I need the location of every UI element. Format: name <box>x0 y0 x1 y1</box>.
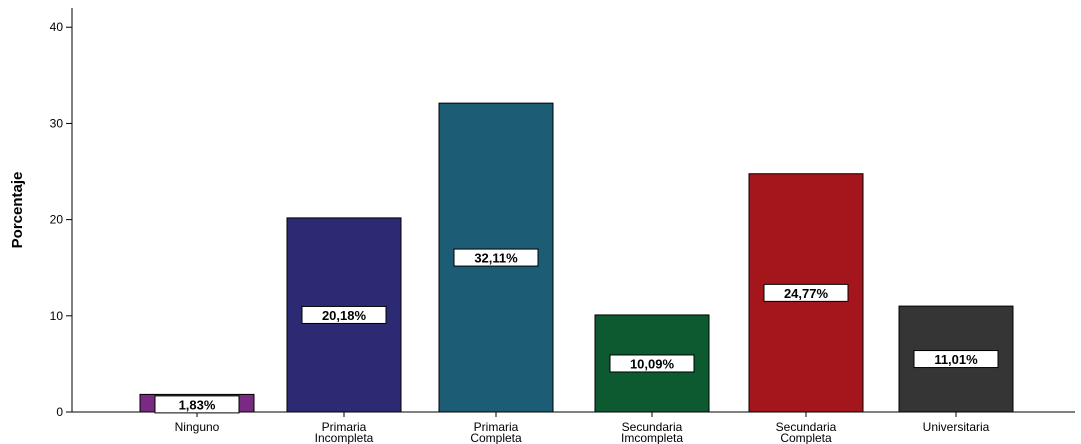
data-label: 24,77% <box>763 283 849 302</box>
y-tick-label: 10 <box>50 309 64 323</box>
data-label-text: 24,77% <box>784 286 829 301</box>
category-label: Universitaria <box>923 420 990 434</box>
data-label: 20,18% <box>301 305 387 324</box>
data-label-text: 1,83% <box>179 397 216 412</box>
data-label-text: 20,18% <box>322 308 367 323</box>
data-label-text: 10,09% <box>630 356 675 371</box>
data-label: 11,01% <box>913 350 999 369</box>
data-labels: 1,83% 20,18% 32,11% 10,09% 24,77% 11,01% <box>154 248 999 414</box>
y-ticks: 0 10 20 30 40 <box>50 20 72 419</box>
category-labels: Ninguno Primaria Incompleta Primaria Complet… <box>175 412 990 444</box>
data-label: 32,11% <box>453 248 539 267</box>
category-label: Primaria Completa <box>470 420 522 444</box>
data-label: 10,09% <box>609 354 695 373</box>
data-label-text: 32,11% <box>474 251 518 266</box>
category-label: Primaria Incompleta <box>315 420 374 444</box>
y-tick-label: 20 <box>50 213 64 227</box>
y-tick-label: 40 <box>50 20 64 34</box>
data-label: 1,83% <box>154 395 240 414</box>
category-label: Secundaria Imcompleta <box>621 420 683 444</box>
data-label-text: 11,01% <box>934 352 978 367</box>
category-label: Ninguno <box>175 420 220 434</box>
bars <box>139 102 1014 413</box>
category-label: Secundaria Completa <box>776 420 837 444</box>
y-tick-label: 0 <box>56 405 63 419</box>
y-axis-label: Porcentaje <box>9 172 26 249</box>
y-tick-label: 30 <box>50 116 64 130</box>
